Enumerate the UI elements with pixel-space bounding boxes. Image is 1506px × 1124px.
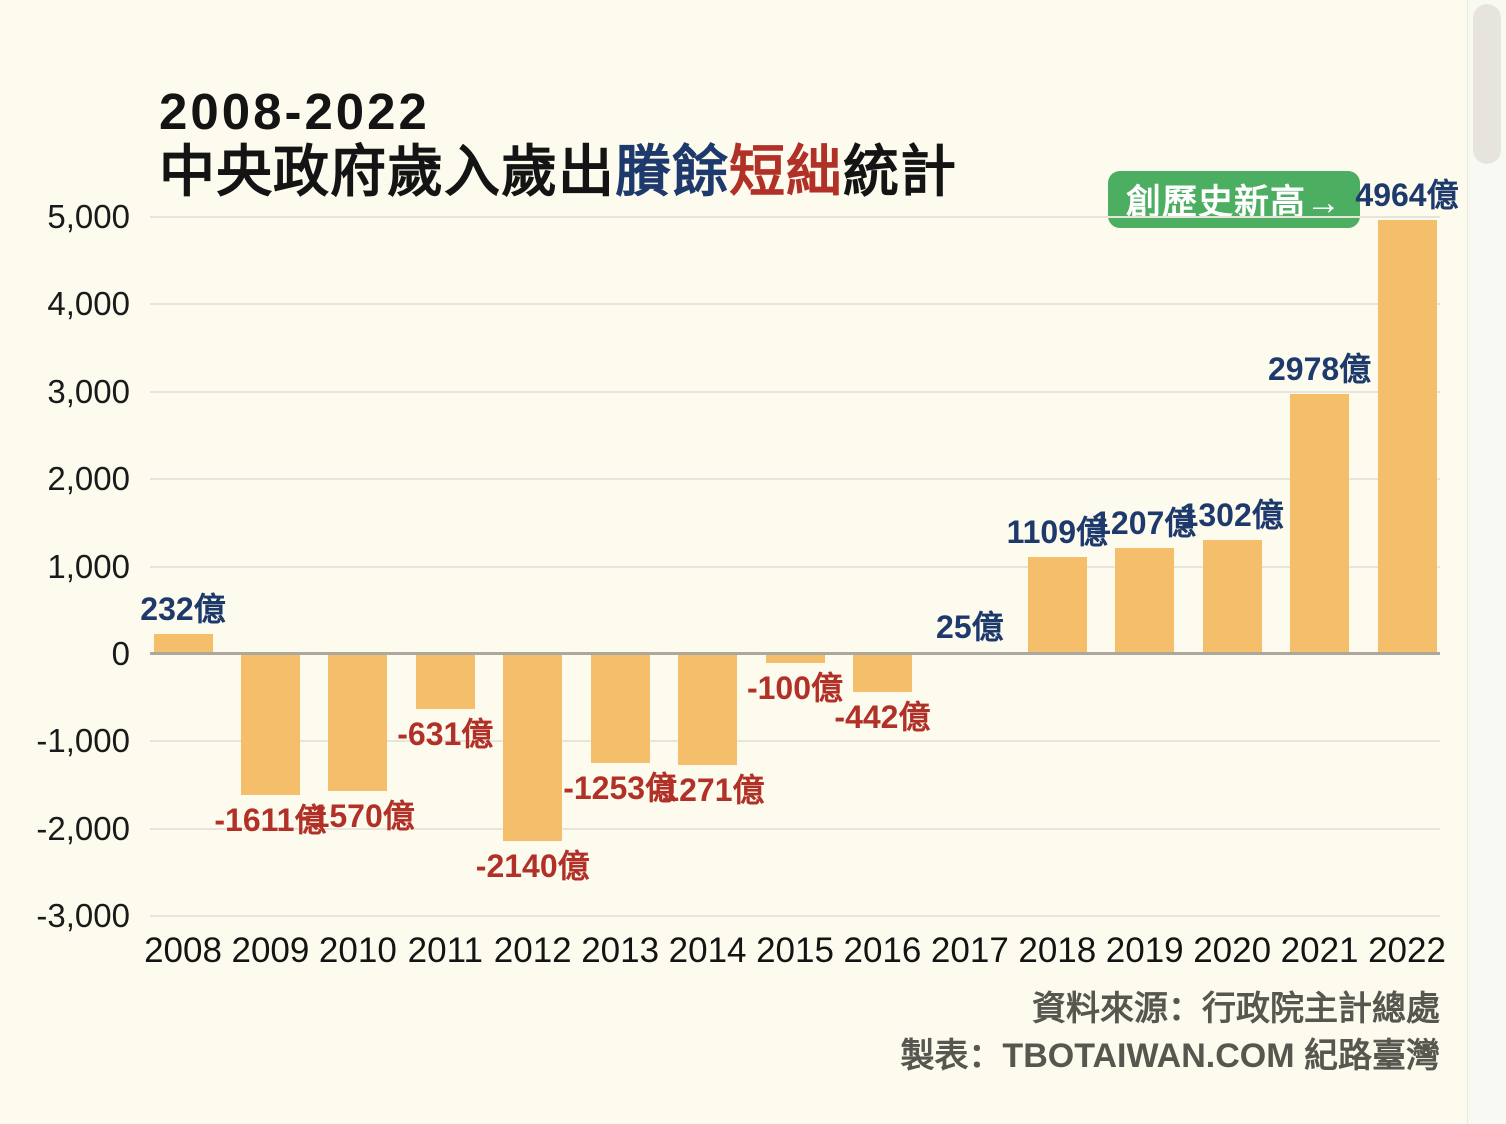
y-axis-label-4000: 4,000	[47, 285, 130, 323]
y-axis-label-1000: 1,000	[47, 547, 130, 585]
bar-2018	[1027, 556, 1087, 654]
bar-value-2012: -2140億	[475, 847, 590, 884]
x-axis-label-2021: 2021	[1280, 931, 1359, 970]
gridline--2000	[150, 827, 1440, 830]
bar-value-2013: -1253億	[563, 770, 678, 807]
bar-2012	[503, 653, 563, 841]
bar-2011	[415, 653, 475, 709]
y-axis-label--3000: -3,000	[36, 897, 130, 934]
bar-2014	[678, 653, 738, 765]
bar-value-2020: 1302億	[1180, 497, 1284, 534]
bar-2020	[1202, 540, 1262, 654]
x-axis-label-2011: 2011	[407, 931, 483, 970]
gridline-1000	[150, 565, 1440, 568]
title-prefix: 中央政府歲入歲出	[159, 140, 615, 203]
bar-2016	[852, 653, 912, 693]
bar-2010	[328, 653, 388, 792]
title-year-range: 2008-2022	[159, 83, 430, 140]
x-axis-label-2015: 2015	[756, 931, 834, 970]
scrollbar-track[interactable]	[1467, 0, 1506, 1124]
gridline-4000	[150, 303, 1440, 306]
x-axis-label-2013: 2013	[581, 931, 660, 970]
bar-2022	[1377, 220, 1437, 654]
bar-2013	[590, 653, 650, 764]
bar-value-2011: -631億	[397, 716, 494, 752]
bar-value-2021: 2978億	[1267, 350, 1372, 387]
x-axis-label-2012: 2012	[493, 931, 572, 970]
bar-value-2017: 25億	[936, 608, 1004, 645]
bar-2015	[765, 653, 825, 663]
x-axis-label-2010: 2010	[318, 931, 397, 970]
gridline-2000	[150, 478, 1440, 481]
x-axis-label-2014: 2014	[668, 931, 747, 970]
bar-value-2010: -1570億	[300, 798, 415, 835]
zero-axis-line	[150, 652, 1440, 656]
bar-2008	[153, 633, 213, 654]
x-axis-label-2009: 2009	[231, 931, 310, 970]
y-axis-label-2000: 2,000	[47, 460, 130, 498]
y-axis-label-5000: 5,000	[47, 198, 130, 235]
bar-value-2019: 1207億	[1093, 505, 1197, 542]
creator-line: 製表：TBOTAIWAN.COM 紀路臺灣	[900, 1037, 1440, 1075]
scrollbar-thumb[interactable]	[1473, 4, 1501, 164]
bar-value-2022: 4964億	[1355, 177, 1459, 214]
title-main: 中央政府歲入歲出賸餘短絀統計	[159, 142, 957, 202]
bar-value-2008: 232億	[140, 590, 226, 627]
record-high-badge-label: 創歷史新高→	[1126, 183, 1343, 222]
bar-value-2014: -1271億	[650, 771, 765, 808]
y-axis-label--1000: -1,000	[36, 722, 130, 760]
bar-2009	[240, 653, 300, 795]
bar-value-2018: 1109億	[1006, 513, 1109, 550]
bar-2021	[1290, 393, 1350, 654]
x-axis-label-2019: 2019	[1105, 931, 1184, 970]
title-deficit-highlight: 短絀	[729, 140, 843, 203]
y-axis-label--2000: -2,000	[36, 809, 130, 847]
y-axis-label-0: 0	[111, 634, 130, 672]
gridline--3000	[150, 915, 1440, 917]
gridline-3000	[150, 390, 1440, 393]
x-axis-label-2016: 2016	[843, 931, 922, 970]
bar-value-2016: -442億	[834, 699, 931, 736]
gridline-5000	[150, 216, 1440, 218]
y-axis-label-3000: 3,000	[47, 372, 130, 410]
x-axis-label-2018: 2018	[1018, 931, 1097, 970]
record-high-badge: 創歷史新高→	[1108, 171, 1361, 228]
page-title: 2008-2022 中央政府歲入歲出賸餘短絀統計	[159, 82, 957, 202]
title-suffix: 統計	[843, 140, 957, 203]
x-axis-label-2020: 2020	[1193, 931, 1272, 970]
title-surplus-highlight: 賸餘	[615, 140, 729, 203]
x-axis-label-2022: 2022	[1368, 931, 1446, 970]
bar-value-2009: -1611億	[214, 801, 327, 838]
attribution: 資料來源：行政院主計總處 製表：TBOTAIWAN.COM 紀路臺灣	[900, 986, 1440, 1080]
bar-2019	[1115, 548, 1175, 654]
bar-value-2015: -100億	[746, 669, 844, 706]
x-axis-label-2017: 2017	[930, 931, 1009, 970]
gridline--1000	[150, 740, 1440, 743]
data-source-line: 資料來源：行政院主計總處	[1032, 990, 1440, 1028]
x-axis-label-2008: 2008	[144, 931, 222, 970]
